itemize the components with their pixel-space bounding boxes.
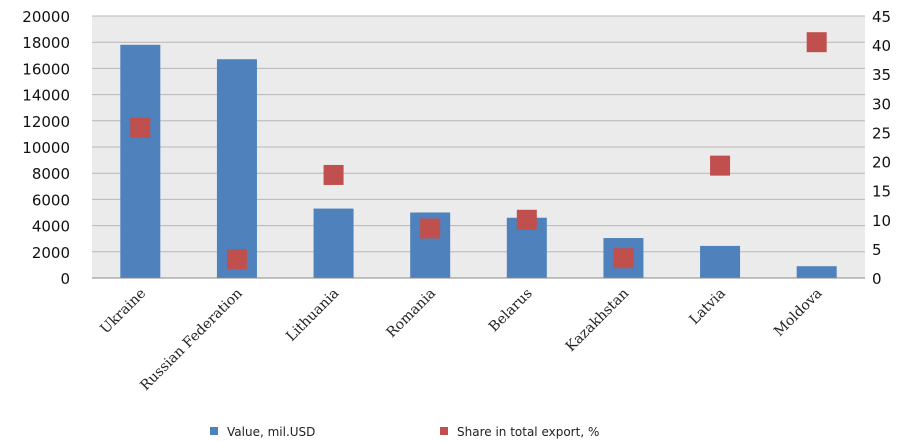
legend-label-share: Share in total export, % xyxy=(457,425,599,439)
bar xyxy=(216,59,257,279)
category-label: Lithuania xyxy=(283,286,342,345)
bar xyxy=(796,266,837,278)
marker-series xyxy=(130,32,827,270)
left-tick-label: 4000 xyxy=(32,218,70,236)
legend-swatch-value xyxy=(210,427,218,435)
right-tick-label: 15 xyxy=(872,183,891,201)
share-marker xyxy=(516,209,537,230)
left-tick-label: 12000 xyxy=(22,113,70,131)
bar-series xyxy=(120,44,837,279)
category-label: Belarus xyxy=(486,286,536,336)
share-marker xyxy=(806,32,827,53)
left-tick-label: 10000 xyxy=(22,139,70,157)
share-marker xyxy=(420,218,441,239)
category-label: Romania xyxy=(384,286,439,341)
share-marker xyxy=(130,117,151,138)
left-tick-label: 6000 xyxy=(32,191,70,209)
right-tick-label: 30 xyxy=(872,95,891,113)
legend-swatch-share xyxy=(440,427,448,435)
right-tick-label: 10 xyxy=(872,212,891,230)
share-marker xyxy=(613,248,634,269)
legend-label-value: Value, mil.USD xyxy=(227,425,315,439)
right-axis: 0 5 10 15 20 25 30 35 40 45 xyxy=(872,8,891,288)
share-marker xyxy=(323,164,344,185)
right-tick-label: 5 xyxy=(872,241,882,259)
bar xyxy=(700,245,741,278)
left-tick-label: 16000 xyxy=(22,60,70,78)
left-tick-label: 0 xyxy=(60,270,70,288)
category-label: Latvia xyxy=(686,286,728,328)
right-tick-label: 25 xyxy=(872,124,891,142)
left-tick-label: 18000 xyxy=(22,34,70,52)
right-tick-label: 45 xyxy=(872,8,891,26)
category-label: Ukraine xyxy=(97,286,149,338)
left-tick-label: 20000 xyxy=(22,8,70,26)
right-tick-label: 20 xyxy=(872,154,891,172)
left-tick-label: 8000 xyxy=(32,165,70,183)
left-tick-label: 2000 xyxy=(32,244,70,262)
left-tick-label: 14000 xyxy=(22,87,70,105)
bar xyxy=(120,44,161,278)
right-tick-label: 0 xyxy=(872,270,882,288)
category-label: Kazakhstan xyxy=(563,286,632,355)
share-marker xyxy=(226,249,247,270)
legend: Value, mil.USD Share in total export, % xyxy=(210,425,599,439)
left-axis: 0 2000 4000 6000 8000 10000 12000 14000 16000 180… xyxy=(22,8,70,288)
bar xyxy=(313,208,354,278)
share-marker xyxy=(710,155,731,176)
category-label: Moldova xyxy=(771,286,825,340)
category-label: Russian Federation xyxy=(137,286,245,394)
right-tick-label: 40 xyxy=(872,37,891,55)
right-tick-label: 35 xyxy=(872,66,891,84)
